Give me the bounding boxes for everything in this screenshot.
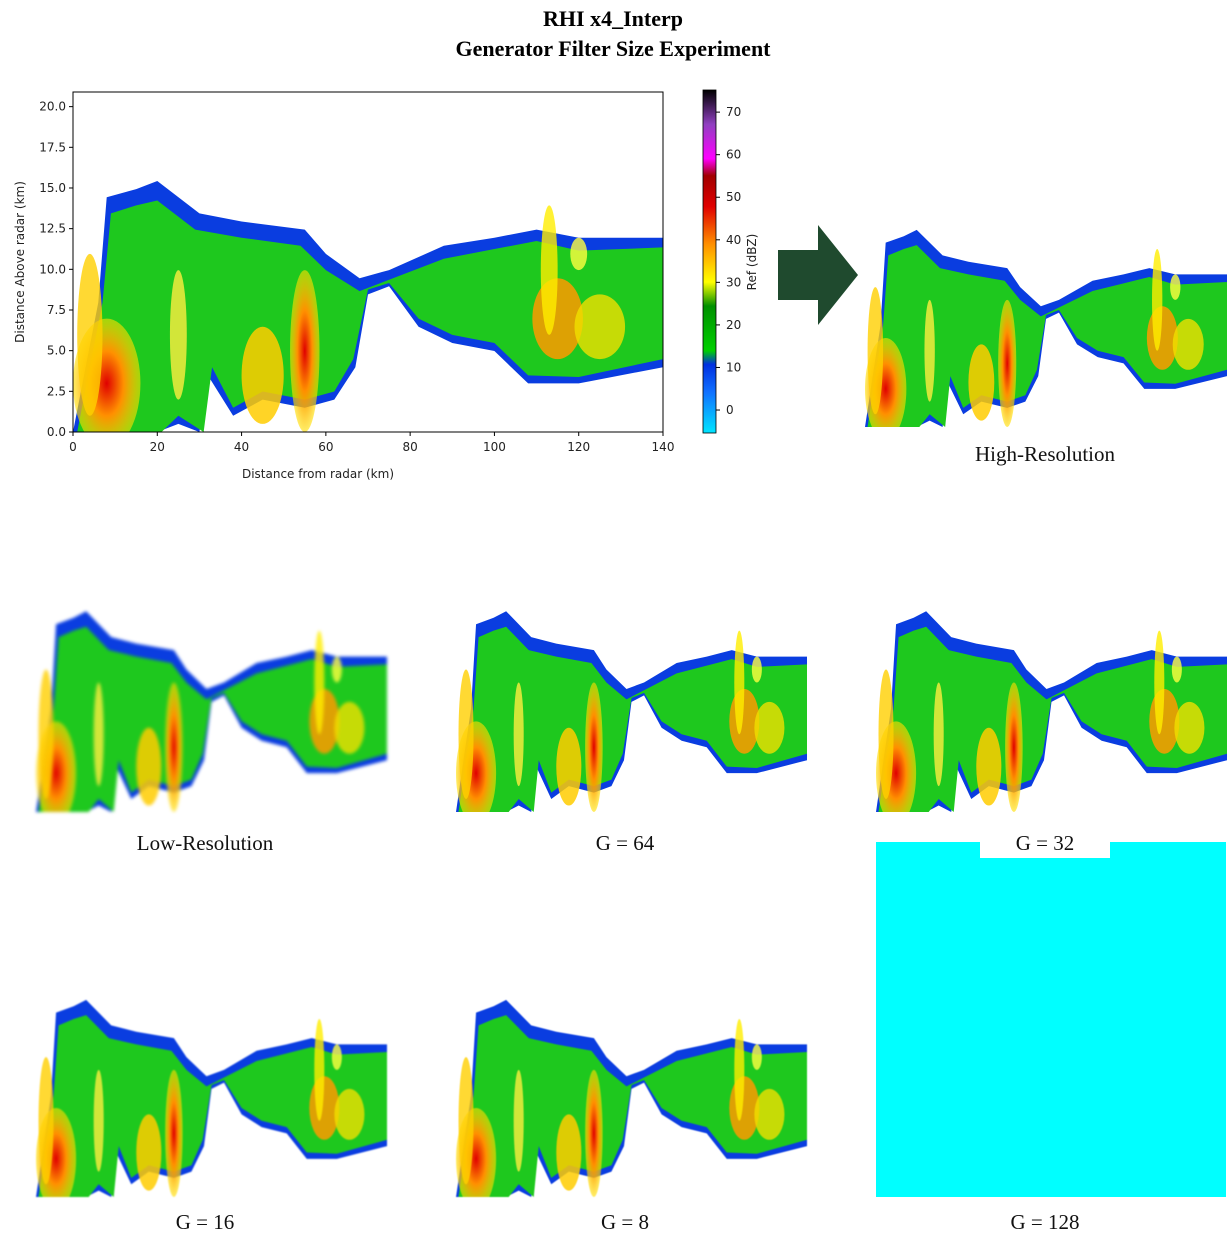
- y-tick-label: 2.5: [47, 384, 66, 398]
- x-tick-label: 80: [403, 440, 418, 454]
- x-tick-label: 120: [567, 440, 590, 454]
- radar-plot: [72, 89, 717, 434]
- panel-image: [36, 611, 387, 812]
- x-tick-label: 20: [150, 440, 165, 454]
- arrow: [778, 225, 858, 325]
- x-tick-label: 0: [69, 440, 77, 454]
- title-line: RHI x4_Interp: [543, 6, 683, 31]
- x-tick-label: 100: [483, 440, 506, 454]
- panel-image: [456, 999, 807, 1197]
- panel-label: Low-Resolution: [137, 831, 274, 855]
- x-tick-label: 60: [318, 440, 333, 454]
- panel-label: G = 32: [1016, 831, 1075, 855]
- y-tick-label: 7.5: [47, 303, 66, 317]
- colorbar-tick-label: 30: [726, 275, 741, 289]
- colorbar-tick-label: 60: [726, 148, 741, 162]
- y-axis-label: Distance Above radar (km): [13, 181, 27, 343]
- label-background: [980, 830, 1110, 858]
- x-tick-label: 140: [652, 440, 675, 454]
- panel-image: [865, 229, 1227, 427]
- y-tick-label: 10.0: [39, 262, 66, 276]
- colorbar-tick-label: 0: [726, 403, 734, 417]
- panel-label: G = 64: [596, 831, 655, 855]
- axes-frame: [72, 91, 664, 433]
- y-tick-label: 5.0: [47, 344, 66, 358]
- panel-label: G = 16: [176, 1210, 235, 1234]
- y-tick-label: 20.0: [39, 100, 66, 114]
- y-tick-label: 0.0: [47, 425, 66, 439]
- radar-image: [73, 181, 663, 432]
- colorbar-tick-label: 50: [726, 190, 741, 204]
- colorbar: [702, 89, 717, 434]
- x-tick-label: 40: [234, 440, 249, 454]
- panel-image: [876, 842, 1226, 1197]
- panel-label: High-Resolution: [975, 442, 1115, 466]
- y-tick-label: 17.5: [39, 140, 66, 154]
- title-line: Generator Filter Size Experiment: [455, 36, 771, 61]
- panel-image: [36, 999, 387, 1197]
- panel-label: G = 128: [1010, 1210, 1079, 1234]
- y-tick-label: 15.0: [39, 181, 66, 195]
- colorbar-tick-label: 20: [726, 318, 741, 332]
- y-tick-label: 12.5: [39, 222, 66, 236]
- colorbar-tick-label: 40: [726, 233, 741, 247]
- colorbar-label: Ref (dBZ): [745, 234, 759, 291]
- colorbar-tick-label: 10: [726, 360, 741, 374]
- panel-label: G = 8: [601, 1210, 649, 1234]
- panel-image: [876, 611, 1227, 812]
- x-axis-label: Distance from radar (km): [242, 467, 394, 481]
- colorbar-tick-label: 70: [726, 105, 741, 119]
- panel-image: [456, 611, 807, 812]
